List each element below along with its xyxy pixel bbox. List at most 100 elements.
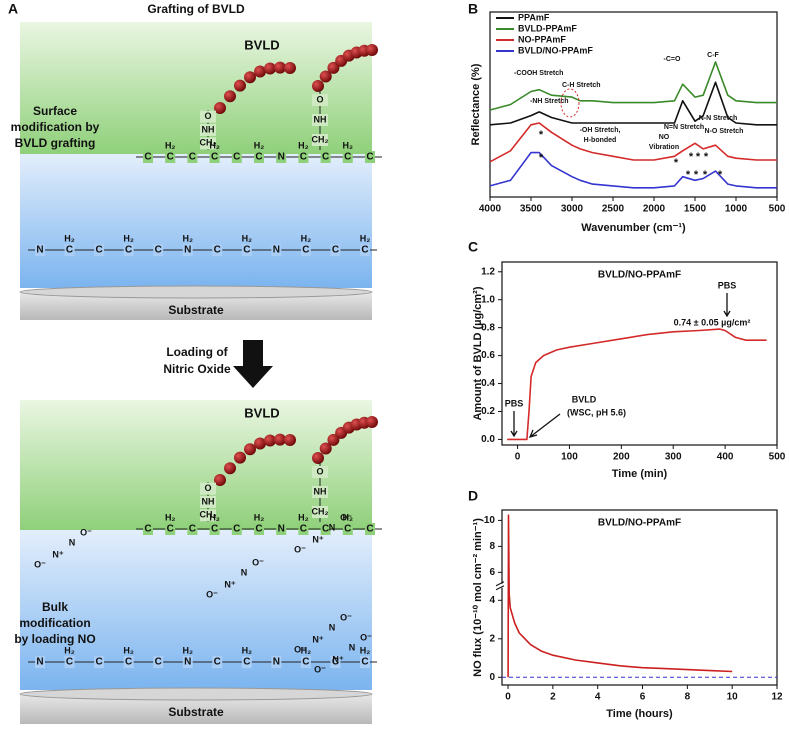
h2-label: H₂ bbox=[64, 233, 75, 243]
atom-bg bbox=[165, 523, 176, 535]
nonoate-atom: O⁻ bbox=[314, 664, 326, 674]
atom: C bbox=[189, 152, 196, 163]
bead bbox=[234, 79, 246, 92]
atom-bg bbox=[312, 466, 328, 478]
x-tick-label: 4 bbox=[595, 692, 601, 703]
atom-bg bbox=[200, 509, 216, 522]
linker-atom: CH₂ bbox=[200, 138, 217, 148]
substrate bbox=[19, 285, 373, 320]
atom-bg bbox=[320, 523, 331, 535]
h2-label: H₂ bbox=[209, 512, 220, 522]
atom: C bbox=[366, 524, 373, 535]
atom-bg bbox=[209, 523, 220, 535]
x-tick-label: 4000 bbox=[479, 204, 502, 215]
atom-bg bbox=[182, 656, 193, 668]
bead bbox=[284, 434, 296, 446]
atom-bg bbox=[165, 151, 176, 163]
side-label: BVLD grafting bbox=[15, 136, 96, 150]
atom: C bbox=[302, 657, 309, 668]
asterisk: * bbox=[689, 151, 694, 163]
atom: C bbox=[66, 657, 73, 668]
bead bbox=[327, 433, 340, 446]
spectrum-line bbox=[489, 122, 777, 163]
x-tick-label: 2500 bbox=[602, 204, 625, 215]
atom-bg bbox=[143, 151, 153, 163]
atom-bg bbox=[200, 137, 216, 150]
atom: C bbox=[300, 524, 307, 535]
annotation: -NH Stretch bbox=[530, 98, 569, 105]
side-label: Bulk bbox=[42, 600, 68, 614]
atom: C bbox=[366, 152, 373, 163]
atom-bg bbox=[300, 656, 311, 668]
atom: C bbox=[189, 524, 196, 535]
atom-bg bbox=[365, 523, 375, 535]
y-tick-label: 8 bbox=[489, 541, 495, 552]
nonoate-atom: O⁻ bbox=[80, 527, 92, 537]
bead bbox=[244, 443, 256, 456]
asterisk: * bbox=[539, 129, 544, 141]
atom-bg bbox=[320, 151, 331, 163]
atom-bg bbox=[241, 244, 252, 256]
y-tick-label: 10 bbox=[484, 515, 496, 526]
asterisk: * bbox=[704, 151, 709, 163]
atom: N bbox=[36, 657, 43, 668]
atom-bg bbox=[143, 523, 153, 535]
h2-label: H₂ bbox=[254, 140, 265, 150]
annotation: Vibration bbox=[649, 144, 679, 151]
substrate-label: Substrate bbox=[168, 705, 224, 719]
h2-label: H₂ bbox=[254, 512, 265, 522]
atom-bg bbox=[200, 110, 216, 123]
atom: C bbox=[125, 657, 132, 668]
nonoate-atom: O⁻ bbox=[340, 512, 352, 522]
atom-bg bbox=[312, 134, 328, 146]
atom-bg bbox=[298, 523, 309, 535]
x-tick-label: 400 bbox=[717, 452, 734, 463]
atom: C bbox=[344, 152, 351, 163]
atom-bg bbox=[365, 151, 375, 163]
nonoate-atom: N⁺ bbox=[312, 634, 323, 644]
plot-frame bbox=[501, 509, 778, 686]
atom: C bbox=[167, 152, 174, 163]
bead bbox=[264, 62, 276, 75]
atom-bg bbox=[360, 244, 370, 256]
atom-bg bbox=[276, 151, 287, 163]
annotation-arrow bbox=[528, 413, 561, 439]
atom: C bbox=[66, 245, 73, 256]
plot-frame bbox=[489, 11, 778, 198]
atom-bg bbox=[35, 656, 45, 668]
nonoate-atom: N bbox=[241, 567, 248, 577]
h2-label: H₂ bbox=[64, 645, 75, 655]
atom-bg bbox=[300, 244, 311, 256]
atom-bg bbox=[187, 523, 198, 535]
x-tick-label: 200 bbox=[613, 452, 630, 463]
side-label: modification by bbox=[11, 120, 100, 134]
y-tick-label: 0.6 bbox=[481, 350, 495, 361]
atom: N bbox=[278, 152, 285, 163]
nonoate-atom: O⁻ bbox=[206, 589, 218, 599]
asterisk: * bbox=[694, 169, 699, 181]
x-tick-label: 10 bbox=[727, 692, 739, 703]
atom-bg bbox=[276, 523, 287, 535]
annotation: 0.74 ± 0.05 µg/cm² bbox=[674, 317, 751, 327]
atom: C bbox=[95, 657, 102, 668]
axis-break bbox=[498, 583, 506, 588]
x-tick-label: 3500 bbox=[520, 204, 543, 215]
atom-bg bbox=[200, 482, 216, 495]
side-label: by loading NO bbox=[14, 632, 95, 646]
annotation: -COOH Stretch bbox=[514, 70, 563, 77]
atom-bg bbox=[123, 244, 134, 256]
atom-bg bbox=[312, 506, 328, 518]
atom: C bbox=[214, 245, 221, 256]
bead bbox=[274, 433, 286, 446]
h2-label: H₂ bbox=[343, 512, 354, 522]
nonoate-atom: O⁻ bbox=[294, 644, 306, 654]
atom-bg bbox=[271, 244, 282, 256]
bead bbox=[312, 80, 324, 92]
atom-bg bbox=[298, 151, 309, 163]
diagram-title: Grafting of BVLD bbox=[147, 2, 245, 16]
annotation: (WSC, pH 5.6) bbox=[567, 407, 626, 417]
atom: C bbox=[233, 524, 240, 535]
annotation: C-F bbox=[707, 52, 719, 59]
y-tick-label: 6 bbox=[489, 567, 495, 578]
h2-label: H₂ bbox=[360, 645, 371, 655]
